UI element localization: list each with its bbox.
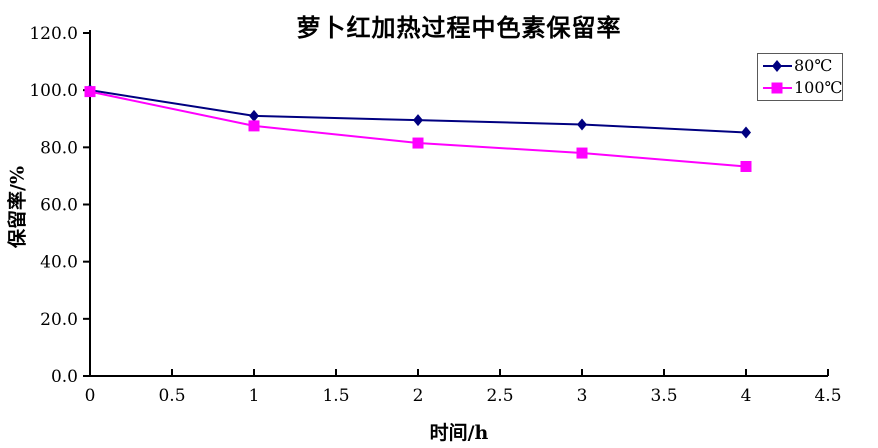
legend-item-100c: 100℃	[758, 77, 842, 99]
svg-text:60.0: 60.0	[40, 196, 78, 216]
legend-marker-100c-icon	[763, 82, 792, 94]
legend: 80℃ 100℃	[757, 53, 843, 101]
legend-label-80c: 80℃	[794, 56, 833, 75]
legend-marker-80c-icon	[763, 60, 792, 72]
svg-text:3: 3	[577, 386, 588, 406]
legend-label-100c: 100℃	[794, 78, 843, 97]
svg-text:0.5: 0.5	[158, 386, 185, 406]
svg-text:4.5: 4.5	[814, 386, 841, 406]
svg-text:100.0: 100.0	[29, 81, 78, 101]
svg-text:2.5: 2.5	[486, 386, 513, 406]
svg-text:1.5: 1.5	[322, 386, 349, 406]
svg-text:3.5: 3.5	[650, 386, 677, 406]
chart-title: 萝卜红加热过程中色素保留率	[296, 13, 622, 42]
svg-text:0.0: 0.0	[51, 367, 78, 387]
svg-text:40.0: 40.0	[40, 253, 78, 273]
svg-text:120.0: 120.0	[29, 24, 78, 44]
svg-text:0: 0	[85, 386, 96, 406]
svg-text:4: 4	[741, 386, 752, 406]
svg-text:1: 1	[249, 386, 260, 406]
x-axis-title: 时间/h	[429, 422, 489, 444]
svg-text:2: 2	[413, 386, 424, 406]
svg-text:80.0: 80.0	[40, 138, 78, 158]
legend-item-80c: 80℃	[758, 55, 842, 77]
svg-text:20.0: 20.0	[40, 310, 78, 330]
